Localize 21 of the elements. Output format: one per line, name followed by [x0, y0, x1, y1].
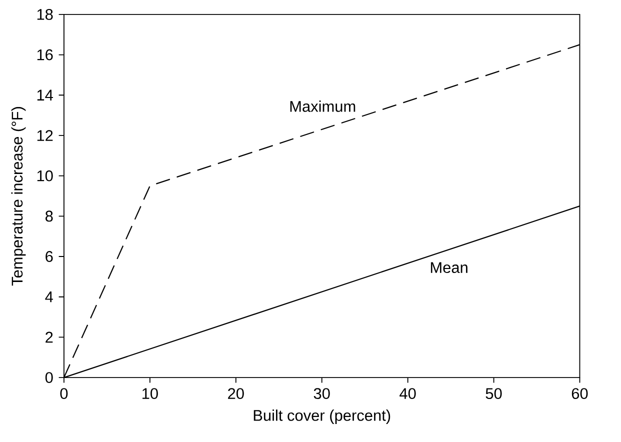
x-tick-label: 30	[314, 388, 330, 400]
y-axis-title: Temperature increase (°F)	[11, 107, 26, 286]
y-tick-label: 10	[37, 170, 53, 182]
x-tick-label: 50	[486, 388, 502, 400]
x-tick-label: 0	[60, 388, 68, 400]
y-tick-label: 4	[45, 292, 53, 302]
y-tick-label: 2	[46, 332, 53, 343]
series-label: Maximum	[290, 100, 356, 112]
y-tick-label: 16	[37, 50, 53, 61]
x-tick-label: 40	[400, 388, 416, 400]
y-tick-label: 14	[37, 90, 53, 101]
y-tick-label: 12	[37, 130, 53, 142]
x-axis-title: Built cover (percent)	[254, 410, 390, 424]
y-tick-label: 0	[45, 372, 53, 384]
y-tick-label: 6	[46, 251, 53, 262]
y-tick-label: 8	[46, 210, 53, 222]
x-tick-label: 10	[142, 388, 158, 400]
x-tick-label: 20	[228, 388, 244, 400]
y-tick-label: 18	[37, 9, 53, 20]
series-label: Mean	[430, 262, 468, 274]
x-tick-label: 60	[572, 388, 588, 400]
